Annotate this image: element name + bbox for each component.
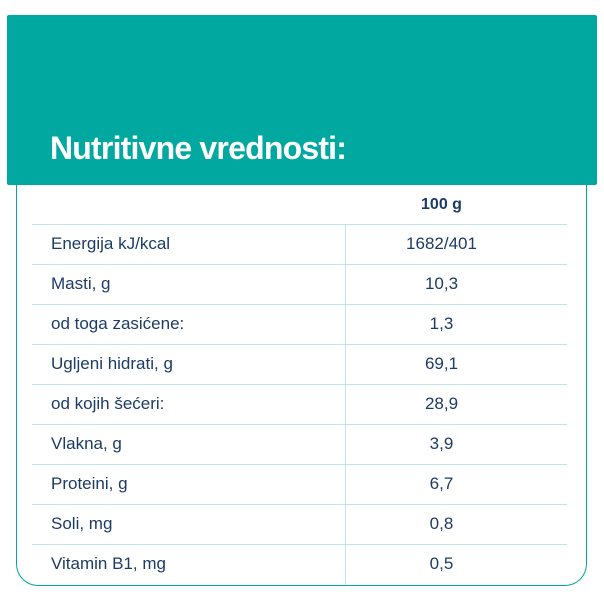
row-label: Vlakna, g — [51, 433, 122, 453]
row-label: Masti, g — [51, 273, 111, 293]
row-label: Energija kJ/kcal — [51, 233, 171, 253]
nutrition-table: 100 g Energija kJ/kcal 1682/401 Masti, g 10… — [16, 185, 587, 586]
table-header-row: 100 g — [17, 185, 586, 224]
row-value: 0,5 — [429, 553, 454, 573]
table-rows: Energija kJ/kcal 1682/401 Masti, g 10,3 od t… — [17, 224, 586, 584]
row-label: Proteini, g — [51, 473, 128, 493]
table-row: Energija kJ/kcal 1682/401 — [17, 224, 586, 264]
table-row: Masti, g 10,3 — [17, 264, 586, 304]
table-row: Vlakna, g 3,9 — [17, 424, 586, 464]
table-row: od kojih šećeri: 28,9 — [17, 384, 586, 424]
table-row: od toga zasićene: 1,3 — [17, 304, 586, 344]
column-divider — [345, 224, 346, 585]
row-value: 10,3 — [424, 273, 459, 293]
row-label: Soli, mg — [51, 513, 113, 533]
column-header-amount: 100 g — [421, 195, 462, 213]
row-value: 1682/401 — [406, 233, 477, 253]
row-label: Vitamin B1, mg — [51, 553, 166, 573]
row-value: 69,1 — [424, 353, 459, 373]
nutrition-header-banner: Nutritivne vrednosti: — [7, 15, 597, 185]
table-row: Proteini, g 6,7 — [17, 464, 586, 504]
row-value: 28,9 — [424, 393, 459, 413]
row-label: od toga zasićene: — [51, 313, 185, 333]
row-value: 3,9 — [429, 433, 454, 453]
row-value: 1,3 — [429, 313, 454, 333]
table-row: Ugljeni hidrati, g 69,1 — [17, 344, 586, 384]
page-title: Nutritivne vrednosti: — [50, 130, 347, 166]
table-row: Vitamin B1, mg 0,5 — [17, 544, 586, 584]
row-label: Ugljeni hidrati, g — [51, 353, 173, 373]
row-value: 6,7 — [429, 473, 454, 493]
row-value: 0,8 — [429, 513, 454, 533]
row-label: od kojih šećeri: — [51, 393, 165, 413]
table-row: Soli, mg 0,8 — [17, 504, 586, 544]
